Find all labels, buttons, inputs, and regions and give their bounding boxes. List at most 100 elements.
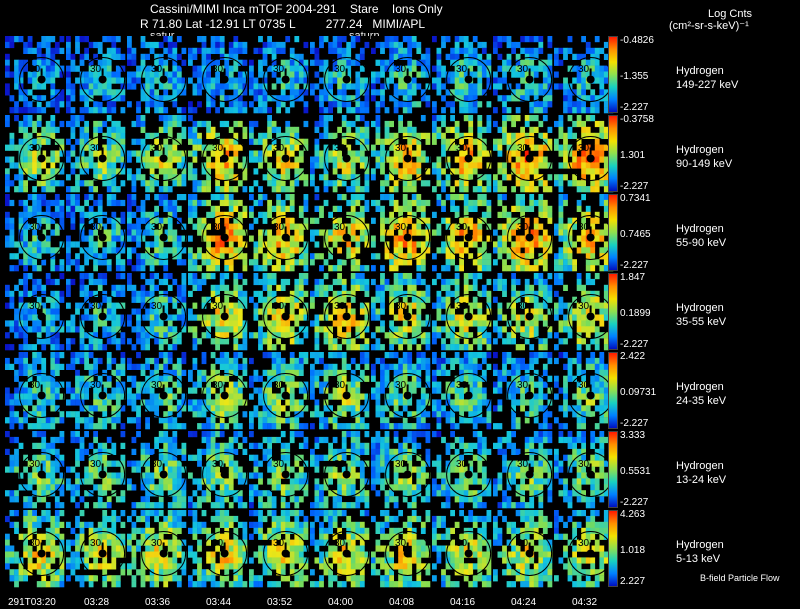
species-filter-label: Ions Only [391, 2, 443, 16]
contour-label: 30 [456, 538, 468, 549]
contour-circle [324, 56, 370, 102]
saturn-marker [586, 233, 595, 242]
saturn-marker [586, 154, 595, 163]
ena-image-panel: 30 [310, 36, 370, 114]
contour-label: 30 [334, 222, 346, 233]
contour-label: 30 [395, 301, 407, 312]
source-label: MIMI/APL [372, 17, 426, 31]
saturn-marker [342, 233, 351, 242]
colorbar-max-value: 2.422 [620, 351, 646, 362]
ena-image-panel: 30 [249, 36, 309, 114]
contour-label: 30 [334, 538, 346, 549]
colorbar-mid-value: -1.355 [620, 71, 649, 82]
energy-range-label: 55-90 keV [676, 237, 727, 249]
energy-range-label: 24-35 keV [676, 395, 727, 407]
saturn-marker [342, 75, 351, 84]
colorbar-max-value: 4.263 [620, 509, 646, 520]
contour-label: 30 [90, 459, 102, 470]
saturn-marker [159, 312, 168, 321]
contour-circle [80, 214, 126, 260]
contour-circle [446, 372, 492, 418]
ena-image-panel: 30 [188, 115, 248, 193]
contour-label: 30 [212, 143, 224, 154]
contour-circle [446, 451, 492, 497]
contour-label: 30 [212, 380, 224, 391]
contour-circle [263, 214, 309, 260]
contour-circle [324, 451, 370, 497]
contour-circle [19, 293, 65, 339]
colorbar [608, 510, 618, 587]
contour-label: 30 [395, 459, 407, 470]
contour-label: 30 [273, 301, 285, 312]
ena-image-panel: 30 [5, 194, 65, 272]
ena-image-panel: 30 [493, 36, 553, 114]
contour-label: 30 [212, 222, 224, 233]
ena-image-panel: 30 [127, 115, 187, 193]
saturn-marker [98, 470, 107, 479]
ena-image-panel: 30 [5, 510, 65, 588]
saturn-marker [403, 75, 412, 84]
colorbar-min-value: -2.227 [620, 418, 649, 429]
contour-label: 30 [517, 301, 529, 312]
colorbar [608, 115, 618, 192]
contour-circle [263, 372, 309, 418]
ena-image-panel: 30 [493, 431, 553, 509]
ena-image-panel: 30 [249, 194, 309, 272]
contour-circle [263, 56, 309, 102]
species-label: Hydrogen [676, 65, 724, 77]
saturn-marker [525, 154, 534, 163]
saturn-marker [464, 470, 473, 479]
ena-image-panel: 30 [432, 352, 492, 430]
saturn-marker [403, 549, 412, 558]
time-label: 04:24 [511, 597, 537, 608]
colorbar-min-value: -2.227 [620, 339, 649, 350]
chart-title: Cassini/MIMI Inca mTOF 2004-291 Stare Io… [150, 2, 443, 16]
contour-circle [141, 135, 187, 181]
ena-image-panel: 30 [66, 36, 126, 114]
time-label: 04:08 [389, 597, 415, 608]
saturn-marker [525, 312, 534, 321]
colorbar-mid-value: 0.7465 [620, 229, 651, 240]
time-label: 291T03:20 [8, 597, 56, 608]
saturn-marker [220, 312, 229, 321]
saturn-marker [281, 470, 290, 479]
ena-image-panel: 30 [432, 194, 492, 272]
ena-image-panel: 30 [371, 273, 431, 351]
contour-label: 30 [273, 538, 285, 549]
contour-circle [202, 135, 248, 181]
contour-label: 30 [212, 538, 224, 549]
contour-circle [507, 293, 553, 339]
ena-image-panel: 30 [310, 115, 370, 193]
colorbar-max-value: 0.7341 [620, 193, 651, 204]
contour-label: 30 [395, 538, 407, 549]
contour-label: 30 [90, 301, 102, 312]
contour-circle [263, 135, 309, 181]
contour-circle [141, 293, 187, 339]
ena-image-panel: 30 [493, 510, 553, 588]
saturn-marker [403, 233, 412, 242]
ena-image-panel: 30 [66, 510, 126, 588]
colorbar-min-value: -2.227 [620, 497, 649, 508]
contour-label: 30 [151, 222, 163, 233]
saturn-marker [98, 154, 107, 163]
contour-label: 30 [273, 64, 285, 75]
ena-image-panel: 30 [554, 194, 614, 272]
contour-circle [385, 214, 431, 260]
contour-circle [507, 135, 553, 181]
contour-circle [446, 214, 492, 260]
ena-image-panel: 30 [310, 194, 370, 272]
saturn-marker [159, 154, 168, 163]
saturn-marker [37, 154, 46, 163]
contour-circle [446, 56, 492, 102]
species-label: Hydrogen [676, 223, 724, 235]
contour-label: 30 [334, 143, 346, 154]
saturn-marker [525, 233, 534, 242]
ena-image-panel: 30 [371, 431, 431, 509]
saturn-marker [98, 549, 107, 558]
ena-image-panel: 30 [127, 352, 187, 430]
saturn-marker [342, 391, 351, 400]
ena-image-panel: 30 [5, 352, 65, 430]
time-label: 04:32 [572, 597, 598, 608]
contour-circle [19, 372, 65, 418]
saturn-marker [220, 233, 229, 242]
